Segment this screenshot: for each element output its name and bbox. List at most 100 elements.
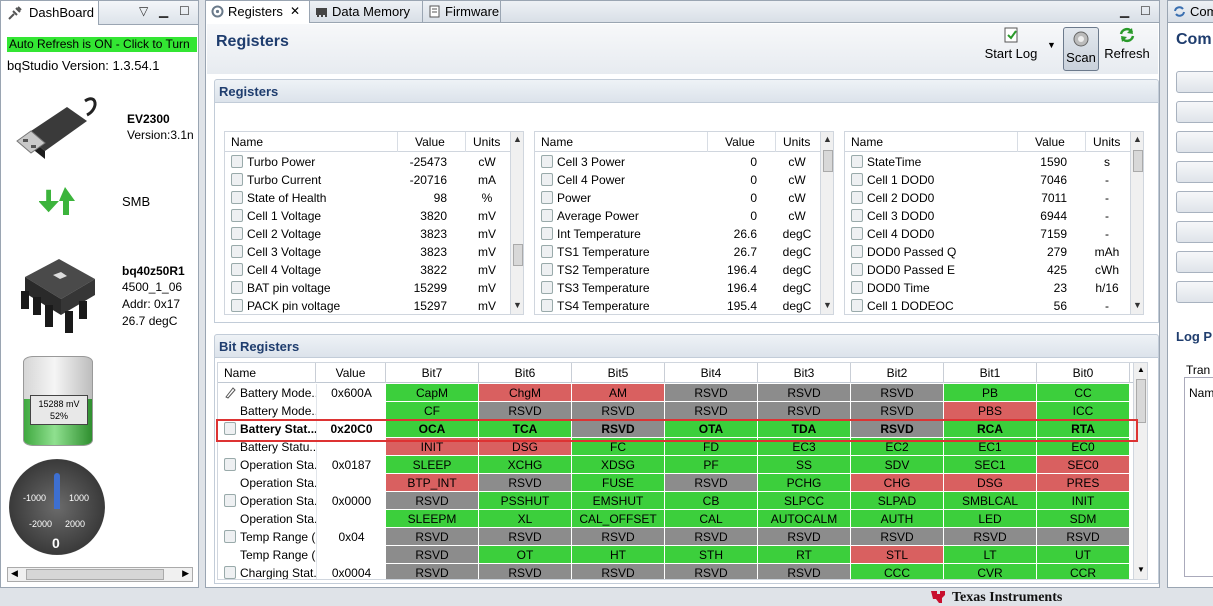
bit-flag-cell[interactable]: CVR — [944, 564, 1037, 579]
bit-flag-cell[interactable]: FC — [572, 438, 665, 456]
bit-flag-cell[interactable]: XL — [479, 510, 572, 528]
bit-flag-cell[interactable]: RSVD — [851, 402, 944, 420]
scan-button[interactable]: Scan — [1063, 27, 1099, 71]
register-row[interactable]: Cell 4 Power 0 cW — [535, 171, 833, 189]
register-table-scrollbar[interactable]: ▲ ▼ — [1130, 132, 1143, 314]
bit-flag-cell[interactable]: CHG — [851, 474, 944, 492]
register-row[interactable]: Cell 3 Voltage 3823 mV — [225, 243, 523, 261]
bit-flag-cell[interactable]: EC1 — [944, 438, 1037, 456]
bit-flag-cell[interactable]: RSVD — [386, 546, 479, 564]
right-action-button-1[interactable] — [1176, 71, 1213, 93]
tab-firmware[interactable]: Firmware — [423, 1, 501, 23]
bit-flag-cell[interactable]: RSVD — [665, 474, 758, 492]
bit-flag-cell[interactable]: PB — [944, 384, 1037, 402]
bit-flag-cell[interactable]: PF — [665, 456, 758, 474]
bit-flag-cell[interactable]: HT — [572, 546, 665, 564]
right-tabbar[interactable]: Com — [1168, 1, 1213, 23]
bit-flag-cell[interactable]: CCR — [1037, 564, 1130, 579]
bit-flag-cell[interactable]: INIT — [1037, 492, 1130, 510]
bit-flag-cell[interactable]: PBS — [944, 402, 1037, 420]
dashboard-horizontal-scrollbar[interactable]: ◀ ▶ — [7, 567, 193, 582]
bit-flag-cell[interactable]: AUTH — [851, 510, 944, 528]
col-name-header[interactable]: Name — [851, 135, 884, 149]
bit-column-header[interactable]: Bit4 — [665, 363, 758, 383]
bit-flag-cell[interactable]: CB — [665, 492, 758, 510]
bit-flag-cell[interactable]: EC2 — [851, 438, 944, 456]
scroll-right-icon[interactable]: ▶ — [182, 568, 189, 578]
editor-maximize-icon[interactable]: ☐ — [1140, 4, 1151, 18]
bit-flag-cell[interactable]: EMSHUT — [572, 492, 665, 510]
register-row[interactable]: Power 0 cW — [535, 189, 833, 207]
right-action-button-8[interactable] — [1176, 281, 1213, 303]
bit-flag-cell[interactable]: OCA — [386, 420, 479, 438]
register-row[interactable]: Cell 3 Power 0 cW — [535, 153, 833, 171]
register-row[interactable]: Cell 1 DODEOC 56 - — [845, 297, 1143, 314]
scroll-up-icon[interactable]: ▲ — [823, 134, 832, 144]
registers-section-header[interactable]: Registers — [214, 79, 1159, 103]
bit-column-header[interactable]: Bit6 — [479, 363, 572, 383]
register-row[interactable]: Cell 1 DOD0 7046 - — [845, 171, 1143, 189]
bit-flag-cell[interactable]: PSSHUT — [479, 492, 572, 510]
bit-flag-cell[interactable]: RSVD — [665, 528, 758, 546]
bit-flag-cell[interactable]: RSVD — [758, 528, 851, 546]
register-row[interactable]: Average Power 0 cW — [535, 207, 833, 225]
bit-flag-cell[interactable]: INIT — [386, 438, 479, 456]
bit-flag-cell[interactable]: FUSE — [572, 474, 665, 492]
bit-flag-cell[interactable]: RSVD — [851, 420, 944, 438]
bit-register-row[interactable]: Temp Range (...0x04RSVDRSVDRSVDRSVDRSVDR… — [218, 528, 1133, 546]
register-row[interactable]: PACK pin voltage 15297 mV — [225, 297, 523, 314]
register-row[interactable]: TS2 Temperature 196.4 degC — [535, 261, 833, 279]
register-row[interactable]: StateTime 1590 s — [845, 153, 1143, 171]
register-row[interactable]: Turbo Current -20716 mA — [225, 171, 523, 189]
bit-column-header[interactable]: Bit5 — [572, 363, 665, 383]
bit-table-scrollbar[interactable]: ▲ ▼ — [1133, 363, 1147, 579]
bit-column-header[interactable]: Bit2 — [851, 363, 944, 383]
bit-flag-cell[interactable]: TCA — [479, 420, 572, 438]
bit-flag-cell[interactable]: RSVD — [758, 564, 851, 579]
bit-flag-cell[interactable]: ICC — [1037, 402, 1130, 420]
bit-flag-cell[interactable]: XDSG — [572, 456, 665, 474]
refresh-button[interactable]: Refresh — [1103, 26, 1151, 61]
tab-registers[interactable]: Registers ✕ — [206, 1, 310, 23]
bit-flag-cell[interactable]: EC0 — [1037, 438, 1130, 456]
register-row[interactable]: DOD0 Passed Q 279 mAh — [845, 243, 1143, 261]
right-action-button-5[interactable] — [1176, 191, 1213, 213]
bit-flag-cell[interactable]: RTA — [1037, 420, 1130, 438]
bit-flag-cell[interactable]: PRES — [1037, 474, 1130, 492]
register-table-scrollbar[interactable]: ▲ ▼ — [820, 132, 833, 314]
bit-flag-cell[interactable]: OT — [479, 546, 572, 564]
minimize-icon[interactable]: ▁ — [159, 4, 169, 18]
bit-flag-cell[interactable]: LT — [944, 546, 1037, 564]
right-action-button-6[interactable] — [1176, 221, 1213, 243]
bit-flag-cell[interactable]: XCHG — [479, 456, 572, 474]
close-tab-icon[interactable]: ✕ — [290, 4, 301, 18]
register-row[interactable]: State of Health 98% — [225, 189, 523, 207]
register-row[interactable]: DOD0 Passed E 425 cWh — [845, 261, 1143, 279]
bit-column-header[interactable]: Bit3 — [758, 363, 851, 383]
bit-register-row[interactable]: Battery Mode... 0x600A CapM ChgM AM RSVD RSVD R… — [218, 384, 1133, 402]
bit-registers-section-header[interactable]: Bit Registers — [214, 334, 1159, 358]
bit-flag-cell[interactable]: RT — [758, 546, 851, 564]
bit-register-row[interactable]: Battery Stat... 0x20C0 OCA TCA RSVD OTA TDA RSV… — [218, 420, 1133, 438]
bit-flag-cell[interactable]: SDV — [851, 456, 944, 474]
start-log-dropdown-icon[interactable]: ▼ — [1047, 40, 1056, 50]
bit-register-row[interactable]: Charging Stat... 0x0004 RSVD RSVD RSVD RSVD RS… — [218, 564, 1133, 579]
bit-flag-cell[interactable]: RSVD — [758, 402, 851, 420]
maximize-icon[interactable]: ☐ — [179, 4, 190, 18]
register-scroll-thumb[interactable] — [1133, 150, 1143, 172]
register-row[interactable]: Cell 4 Voltage 3822 mV — [225, 261, 523, 279]
register-row[interactable]: TS4 Temperature 195.4 degC — [535, 297, 833, 314]
bit-flag-cell[interactable]: RCA — [944, 420, 1037, 438]
bit-flag-cell[interactable]: SLEEPM — [386, 510, 479, 528]
bit-column-header[interactable]: Value — [316, 363, 386, 383]
bit-flag-cell[interactable]: STL — [851, 546, 944, 564]
bit-flag-cell[interactable]: RSVD — [665, 564, 758, 579]
right-action-button-3[interactable] — [1176, 131, 1213, 153]
bit-flag-cell[interactable]: RSVD — [572, 420, 665, 438]
scroll-up-icon[interactable]: ▲ — [1133, 134, 1142, 144]
view-menu-icon[interactable]: ▽ — [139, 4, 149, 18]
scroll-down-icon[interactable]: ▼ — [1133, 300, 1142, 310]
bit-register-row[interactable]: Operation Sta... 0x0000 RSVD PSSHUT EMSHUT CB… — [218, 492, 1133, 510]
bit-flag-cell[interactable]: SEC0 — [1037, 456, 1130, 474]
